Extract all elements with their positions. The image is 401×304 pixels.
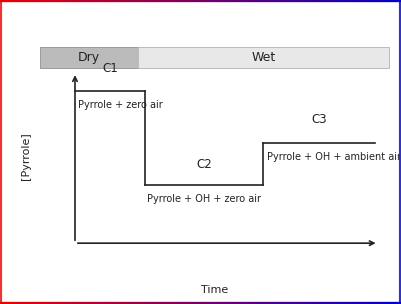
Text: C1: C1 (102, 62, 118, 74)
Text: Wet: Wet (251, 50, 275, 64)
Text: Pyrrole + zero air: Pyrrole + zero air (79, 100, 163, 110)
Text: C2: C2 (196, 157, 212, 171)
Text: Pyrrole + OH + zero air: Pyrrole + OH + zero air (147, 194, 261, 204)
Text: C3: C3 (312, 113, 327, 126)
Bar (138, 47, 389, 67)
Text: Pyrrole + OH + ambient air: Pyrrole + OH + ambient air (267, 152, 401, 162)
Text: Time: Time (201, 285, 228, 295)
Bar (40, 47, 138, 67)
Text: Dry: Dry (78, 50, 100, 64)
Text: [Pyrrole]: [Pyrrole] (21, 133, 31, 181)
